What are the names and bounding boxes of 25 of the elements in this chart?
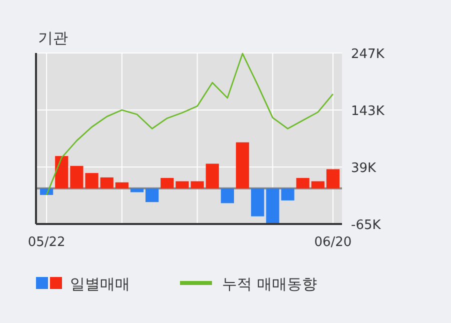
y-tick-label: 247K	[351, 47, 385, 62]
bar	[206, 164, 219, 188]
bar	[115, 182, 128, 188]
bar	[251, 188, 264, 216]
bar	[266, 188, 280, 224]
bar	[160, 178, 174, 188]
bar	[146, 188, 159, 202]
y-tick-label: -65K	[351, 218, 382, 233]
bar	[100, 177, 114, 188]
bar	[55, 156, 68, 188]
bar	[220, 188, 234, 204]
line-series	[46, 52, 334, 196]
chart-title: 기관	[38, 29, 68, 47]
y-tick-label: 39K	[351, 161, 377, 176]
bar	[326, 169, 340, 188]
bar	[296, 178, 310, 188]
x-tick-label: 05/22	[28, 235, 66, 250]
legend-label: 누적 매매동향	[222, 275, 317, 293]
legend-label: 일별매매	[70, 275, 130, 293]
bar	[281, 188, 294, 200]
y-tick-label: 143K	[351, 104, 385, 119]
bar	[130, 188, 144, 192]
bar	[311, 181, 324, 188]
x-tick-label: 06/20	[314, 235, 352, 250]
bar	[236, 142, 250, 188]
